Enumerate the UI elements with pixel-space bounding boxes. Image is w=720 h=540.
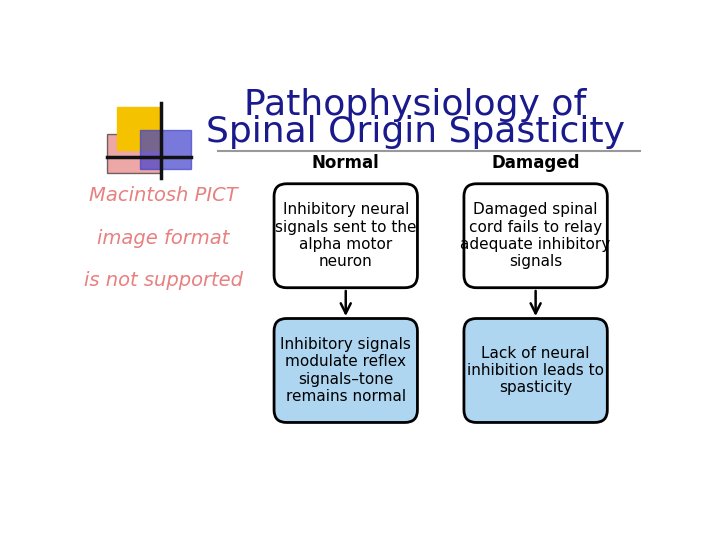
Text: Damaged: Damaged — [491, 154, 580, 172]
FancyBboxPatch shape — [274, 319, 418, 422]
Text: Inhibitory neural
signals sent to the
alpha motor
neuron: Inhibitory neural signals sent to the al… — [275, 202, 416, 269]
Bar — [117, 107, 160, 150]
FancyBboxPatch shape — [464, 184, 607, 288]
Text: Lack of neural
inhibition leads to
spasticity: Lack of neural inhibition leads to spast… — [467, 346, 604, 395]
FancyBboxPatch shape — [274, 184, 418, 288]
Text: Macintosh PICT: Macintosh PICT — [89, 186, 238, 205]
Text: image format: image format — [97, 228, 230, 247]
Text: Normal: Normal — [312, 154, 379, 172]
Text: is not supported: is not supported — [84, 271, 243, 290]
FancyBboxPatch shape — [464, 319, 607, 422]
Text: Pathophysiology of: Pathophysiology of — [244, 88, 587, 122]
Bar — [140, 130, 191, 168]
Text: Spinal Origin Spasticity: Spinal Origin Spasticity — [206, 115, 625, 149]
Text: Damaged spinal
cord fails to relay
adequate inhibitory
signals: Damaged spinal cord fails to relay adequ… — [461, 202, 611, 269]
FancyBboxPatch shape — [107, 134, 161, 173]
Text: Inhibitory signals
modulate reflex
signals–tone
remains normal: Inhibitory signals modulate reflex signa… — [280, 337, 411, 404]
